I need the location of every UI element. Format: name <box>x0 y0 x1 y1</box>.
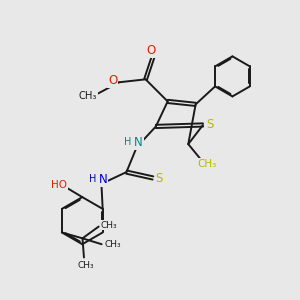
Text: H: H <box>124 137 132 147</box>
Text: N: N <box>98 173 107 186</box>
Text: CH₃: CH₃ <box>77 261 94 270</box>
Text: HO: HO <box>51 180 67 190</box>
Text: CH₃: CH₃ <box>104 240 121 249</box>
Text: N: N <box>134 136 142 149</box>
Text: S: S <box>156 172 163 185</box>
Text: O: O <box>108 74 117 87</box>
Text: CH₃: CH₃ <box>101 220 117 230</box>
Text: O: O <box>147 44 156 57</box>
Text: H: H <box>89 174 96 184</box>
Text: CH₃: CH₃ <box>79 91 98 100</box>
Text: S: S <box>206 118 213 131</box>
Text: CH₃: CH₃ <box>197 159 216 169</box>
